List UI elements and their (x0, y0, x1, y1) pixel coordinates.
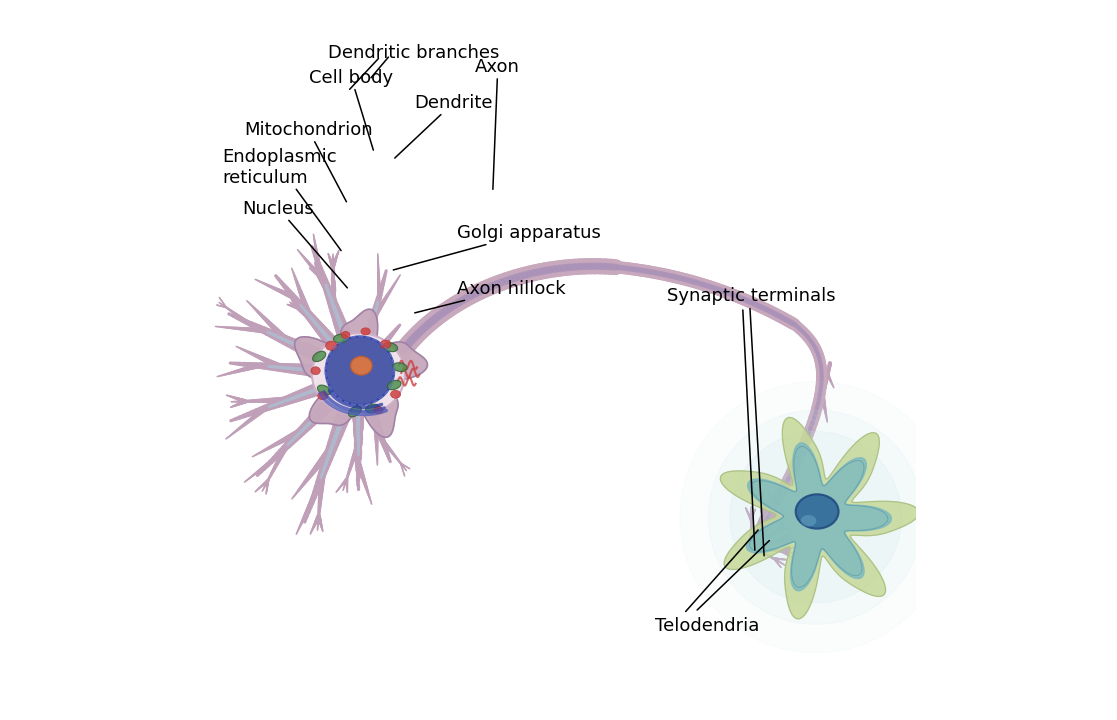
Ellipse shape (312, 333, 404, 415)
Ellipse shape (334, 334, 347, 343)
Text: Endoplasmic
reticulum: Endoplasmic reticulum (222, 148, 341, 251)
Text: Golgi apparatus: Golgi apparatus (393, 224, 601, 270)
Circle shape (680, 382, 952, 653)
Text: Synaptic terminals: Synaptic terminals (667, 287, 836, 305)
Ellipse shape (391, 390, 401, 398)
Ellipse shape (383, 343, 398, 351)
Ellipse shape (325, 341, 337, 351)
Ellipse shape (801, 515, 817, 526)
Text: Axon: Axon (476, 58, 521, 189)
Ellipse shape (342, 331, 350, 338)
Text: Dendrite: Dendrite (394, 94, 493, 158)
Polygon shape (295, 309, 428, 437)
Circle shape (708, 410, 923, 624)
Circle shape (325, 336, 394, 405)
Text: Dendritic branches: Dendritic branches (328, 44, 500, 62)
Ellipse shape (380, 340, 391, 348)
Ellipse shape (311, 366, 321, 374)
Text: Cell body: Cell body (309, 69, 393, 150)
Text: Telodendria: Telodendria (655, 617, 760, 635)
Ellipse shape (365, 404, 380, 413)
Ellipse shape (393, 363, 407, 372)
Ellipse shape (374, 406, 383, 413)
Text: Mitochondrion: Mitochondrion (245, 121, 373, 202)
Text: Axon hillock: Axon hillock (414, 279, 565, 313)
Ellipse shape (361, 328, 370, 335)
Polygon shape (720, 418, 919, 619)
Ellipse shape (313, 351, 326, 361)
Circle shape (731, 431, 901, 603)
Ellipse shape (351, 356, 372, 375)
Ellipse shape (388, 380, 401, 390)
Text: Nucleus: Nucleus (242, 199, 347, 288)
Ellipse shape (795, 495, 839, 528)
Ellipse shape (317, 392, 327, 400)
Polygon shape (746, 443, 891, 590)
Ellipse shape (349, 406, 361, 417)
Ellipse shape (317, 385, 331, 395)
